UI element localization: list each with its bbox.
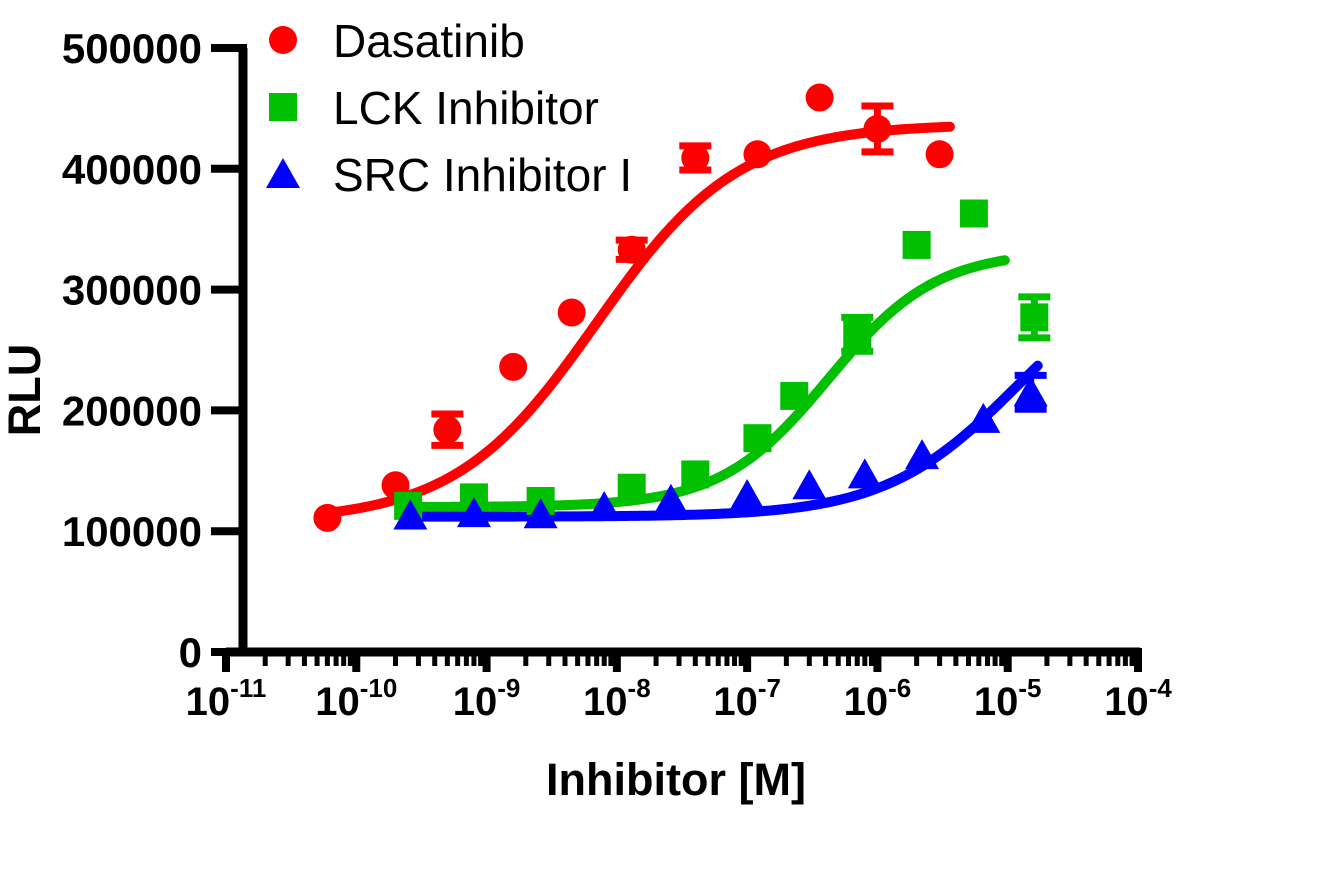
data-point-triangle [792,469,827,500]
data-point-square [959,199,988,228]
data-point-triangle [653,483,688,514]
legend-label-src-inhibitor-i: SRC Inhibitor I [333,149,632,201]
data-point-circle [743,140,772,169]
data-point-circle [313,503,342,532]
data-point-circle [499,352,528,381]
x-tick-label-10-5: 10-5 [974,673,1042,724]
data-point-triangle [847,458,882,489]
legend-marker-triangle [266,158,300,188]
y-tick-label-400000: 400000 [62,146,202,193]
y-axis-title: RLU [0,344,50,436]
data-point-triangle [456,497,491,528]
data-point-circle [557,298,586,327]
x-tick-label-10-7: 10-7 [713,673,781,724]
data-point-square [1020,303,1049,332]
data-point-circle [617,235,646,264]
chart-legend: Dasatinib LCK Inhibitor SRC Inhibitor I [266,15,632,201]
data-point-square [681,460,710,489]
x-tick-label-10-10: 10-10 [315,673,397,724]
data-point-circle [433,415,462,444]
x-tick-label-10-4: 10-4 [1104,673,1172,724]
x-tick-label-10-9: 10-9 [453,673,521,724]
x-tick-label-10-8: 10-8 [583,673,651,724]
data-point-square [902,230,931,259]
y-tick-label-300000: 300000 [62,267,202,314]
y-tick-label-500000: 500000 [62,25,202,72]
data-point-square [780,381,809,410]
legend-marker-circle [269,26,297,54]
x-axis-title: Inhibitor [M] [546,754,806,805]
y-axis-labels: 0 100000 200000 300000 400000 500000 [62,25,202,676]
y-tick-label-100000: 100000 [62,508,202,555]
y-tick-label-200000: 200000 [62,387,202,434]
series-data-markers [313,83,1049,532]
data-point-triangle [966,402,1001,433]
data-point-circle [925,140,954,169]
x-axis-labels: 10-11 10-10 10-9 10-8 10-7 10-6 10-5 10-4 [186,673,1173,724]
data-point-square [843,320,872,349]
data-point-triangle [730,478,765,509]
data-point-triangle [587,491,622,522]
x-tick-label-10-6: 10-6 [844,673,912,724]
legend-marker-square [269,93,297,121]
data-point-square [743,424,772,453]
x-tick-label-10-11: 10-11 [186,673,267,724]
y-tick-label-0: 0 [179,629,202,676]
data-point-circle [805,83,834,112]
data-point-circle [681,143,710,172]
data-point-triangle [523,498,558,529]
legend-label-lck-inhibitor: LCK Inhibitor [333,82,599,134]
data-point-triangle [905,439,940,470]
data-point-circle [863,114,892,143]
data-point-square [617,473,646,502]
fit-curve-dasatinib [317,121,955,519]
data-point-triangle [1013,376,1048,407]
data-point-triangle [393,499,428,530]
legend-label-dasatinib: Dasatinib [333,15,525,67]
